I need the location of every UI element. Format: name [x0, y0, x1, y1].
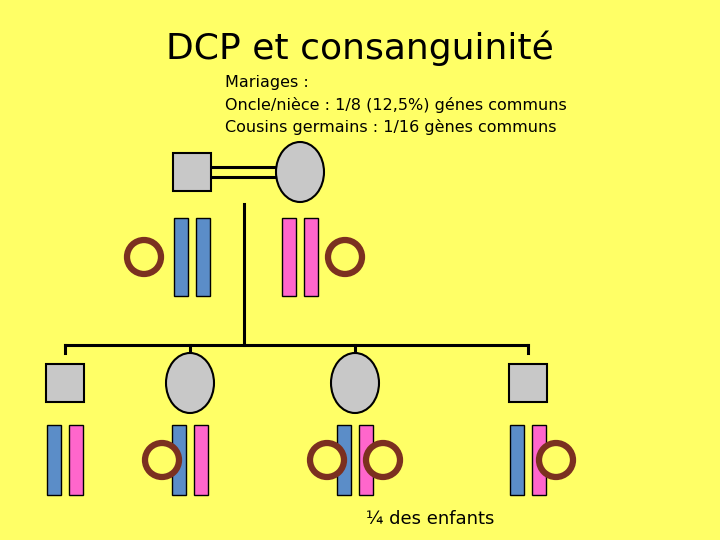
Text: Oncle/nièce : 1/8 (12,5%) génes communs: Oncle/nièce : 1/8 (12,5%) génes communs — [225, 97, 567, 113]
Bar — [196, 218, 210, 296]
Text: Mariages :: Mariages : — [225, 75, 309, 90]
Ellipse shape — [328, 240, 362, 274]
Ellipse shape — [145, 443, 179, 477]
Bar — [69, 425, 83, 495]
Ellipse shape — [539, 443, 573, 477]
Bar — [46, 364, 84, 402]
Ellipse shape — [166, 353, 214, 413]
Bar — [172, 425, 186, 495]
Bar — [359, 425, 373, 495]
Ellipse shape — [310, 443, 344, 477]
Bar — [532, 425, 546, 495]
Ellipse shape — [366, 443, 400, 477]
Ellipse shape — [127, 240, 161, 274]
Text: DCP et consanguinité: DCP et consanguinité — [166, 30, 554, 65]
Ellipse shape — [331, 353, 379, 413]
Bar — [510, 425, 524, 495]
Bar — [337, 425, 351, 495]
Ellipse shape — [276, 142, 324, 202]
Text: ¼ des enfants: ¼ des enfants — [366, 510, 494, 528]
Bar — [47, 425, 61, 495]
Bar — [304, 218, 318, 296]
Bar — [174, 218, 188, 296]
Bar — [173, 153, 211, 191]
Bar — [509, 364, 547, 402]
Bar — [282, 218, 296, 296]
Text: Cousins germains : 1/16 gènes communs: Cousins germains : 1/16 gènes communs — [225, 119, 557, 135]
Bar — [194, 425, 208, 495]
